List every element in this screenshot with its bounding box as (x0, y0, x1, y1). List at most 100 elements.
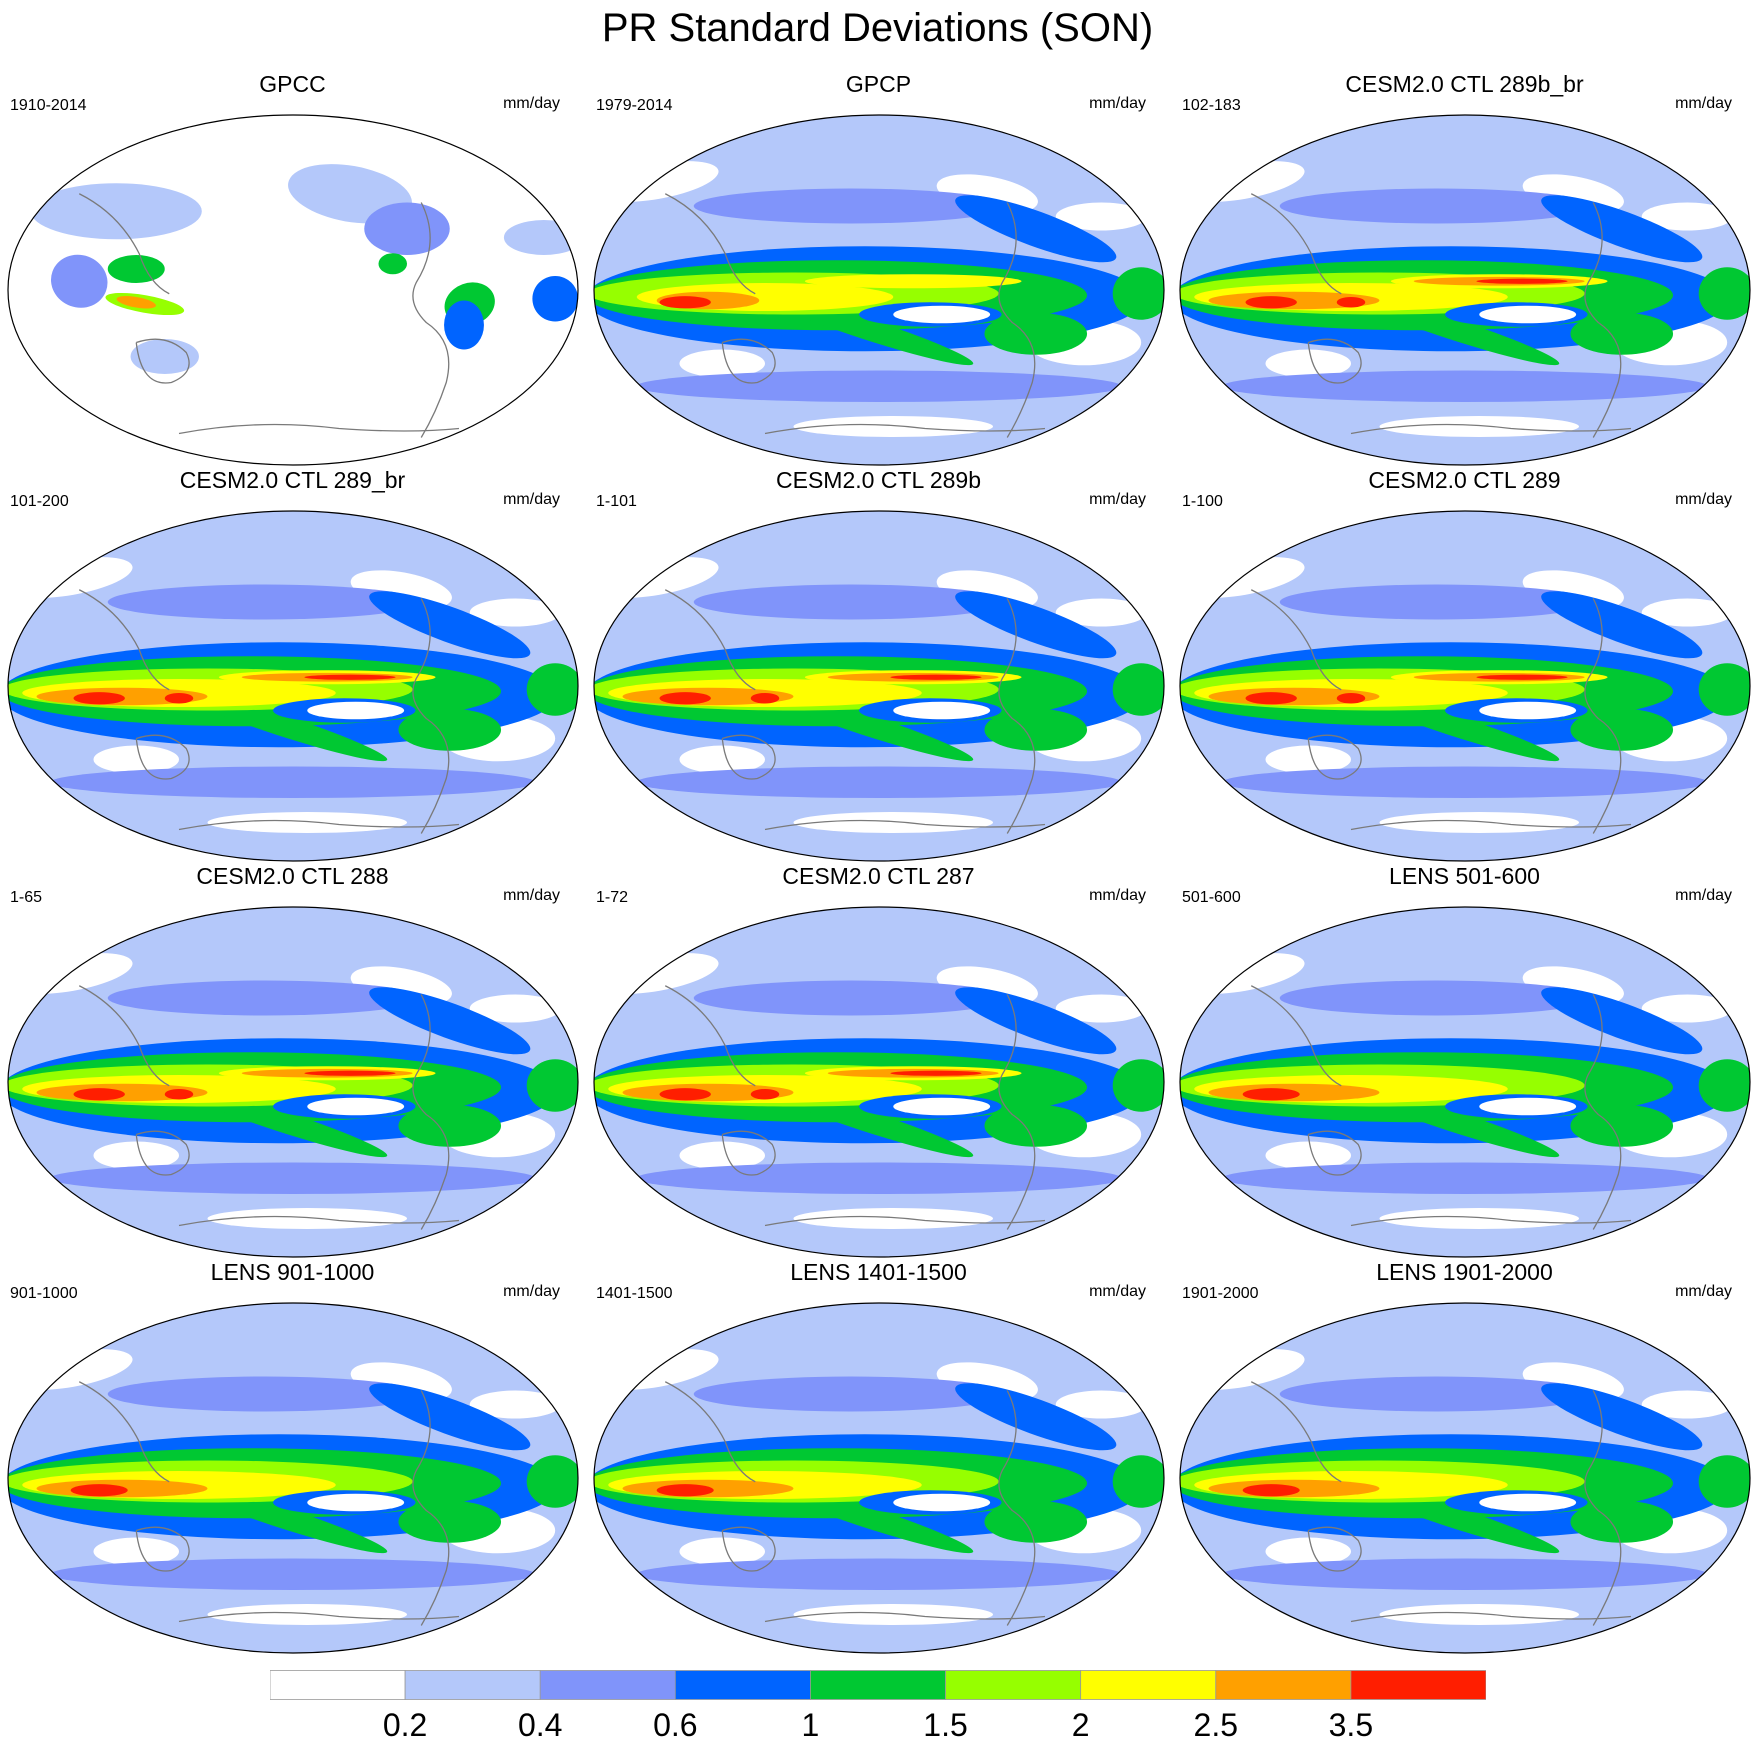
panel-period: 1910-2014 (10, 97, 87, 114)
coastlines (1250, 1381, 1632, 1626)
dry-region (679, 745, 765, 774)
colorbar-swatch (539, 1670, 676, 1700)
coastline (1584, 1390, 1622, 1626)
coastlines (78, 985, 460, 1230)
panel-units: mm/day (1675, 887, 1732, 904)
colorbar-swatch (945, 1670, 1082, 1700)
panel-period: 102-183 (1182, 97, 1241, 114)
coastline (664, 985, 756, 1087)
storm-track (369, 1383, 531, 1451)
cold-tongue (1479, 305, 1577, 324)
peak-region (659, 1088, 711, 1101)
peak-region (164, 1089, 194, 1100)
coastline (1350, 423, 1632, 435)
contour-field (594, 907, 1164, 1257)
antarctic (122, 836, 464, 861)
map-plot (1179, 1302, 1751, 1654)
peak-region (1336, 693, 1366, 704)
coastlines (664, 193, 1046, 438)
antarctic (1294, 440, 1636, 465)
coastline (78, 589, 170, 691)
map-plot (1179, 906, 1751, 1258)
storm-track (50, 766, 536, 798)
panel-title: LENS 901-1000 (210, 1259, 375, 1285)
peak-region (659, 692, 711, 705)
coastlines (664, 985, 1046, 1230)
antarctic (708, 836, 1050, 861)
map-panel: CESM2.0 CTL 289b 1-101 mm/day (586, 466, 1171, 866)
dry-region (1641, 1390, 1733, 1419)
map-plot (593, 510, 1165, 862)
coastlines (1250, 985, 1632, 1230)
storm-track (1279, 980, 1594, 1016)
cold-tongue (893, 305, 991, 324)
storm-track (693, 188, 1008, 224)
peak-region (750, 693, 780, 704)
cold-tongue (1479, 1097, 1577, 1116)
coastline (1250, 589, 1342, 691)
colorbar-tick-label: 3.5 (1328, 1707, 1374, 1743)
land-region (364, 202, 450, 255)
contour-field (594, 1303, 1164, 1653)
dry-region (93, 745, 179, 774)
itcz-east (804, 274, 1022, 289)
storm-track (1222, 370, 1708, 402)
panel-period: 1401-1500 (596, 1285, 673, 1302)
dry-region (1265, 349, 1351, 378)
contour-field (8, 115, 578, 465)
coastline (764, 819, 1046, 831)
dry-region (1641, 598, 1733, 627)
map-plot (7, 1302, 579, 1654)
arctic (793, 907, 1022, 935)
storm-track (1279, 188, 1594, 224)
colorbar-labels: 0.2 0.4 0.6 1 1.5 2 2.5 3.5 (270, 1707, 1486, 1743)
antarctic (708, 1232, 1050, 1257)
coastline (764, 1611, 1046, 1623)
coastline (135, 734, 190, 780)
map-panel: LENS 1401-1500 1401-1500 mm/day (586, 1258, 1171, 1658)
antarctic (1294, 836, 1636, 861)
coastline (135, 1130, 190, 1176)
arctic (793, 511, 1022, 539)
peak-region (70, 1484, 128, 1497)
cold-tongue (1479, 1493, 1577, 1512)
dry-region (1265, 1141, 1351, 1170)
coastline (1584, 202, 1622, 438)
coastlines (1250, 193, 1632, 438)
coastlines (78, 193, 460, 438)
contour-field (594, 115, 1164, 465)
antarctic (708, 1628, 1050, 1653)
storm-track (1541, 591, 1703, 659)
panel-units: mm/day (503, 1283, 560, 1300)
dry-region (679, 1537, 765, 1566)
map-border (1179, 114, 1751, 466)
panel-period: 1901-2000 (1182, 1285, 1259, 1302)
peak-region (656, 1484, 714, 1497)
dry-region (793, 1604, 993, 1625)
coastline (764, 1215, 1046, 1227)
storm-track (1541, 1383, 1703, 1451)
storm-track (693, 584, 1008, 620)
atlantic-itcz (1698, 663, 1750, 716)
contour-field (1180, 511, 1750, 861)
map-panel: CESM2.0 CTL 289_br 101-200 mm/day (0, 466, 585, 866)
coastline (78, 193, 170, 295)
coastline (78, 985, 170, 1087)
coastline (1307, 734, 1362, 780)
peak-region (73, 1088, 125, 1101)
panel-title: CESM2.0 CTL 289b (776, 467, 981, 493)
coastline (998, 1390, 1036, 1626)
atlantic-itcz (526, 1455, 578, 1508)
panel-units: mm/day (1089, 1283, 1146, 1300)
map-border (7, 510, 579, 862)
south-america-region (984, 708, 1088, 751)
colorbar-tick-label: 2.5 (1193, 1707, 1239, 1743)
colorbar-swatch (810, 1670, 946, 1700)
coastline (135, 1526, 190, 1572)
atlantic-itcz (1698, 1059, 1750, 1112)
land-region (116, 296, 156, 309)
atlantic-itcz (1698, 267, 1750, 320)
coastline (135, 338, 190, 384)
storm-track (1222, 766, 1708, 798)
coastline (1350, 1611, 1632, 1623)
